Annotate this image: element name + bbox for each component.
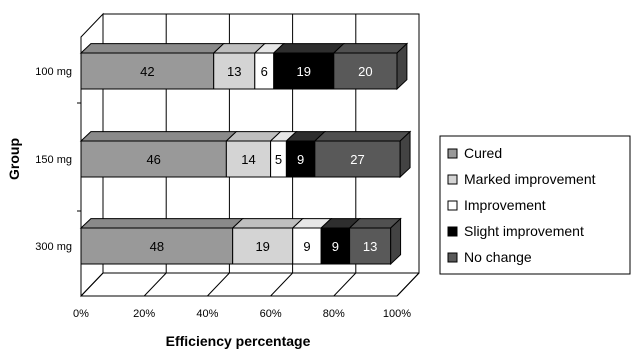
category-label: 300 mg	[35, 241, 72, 253]
data-label: 42	[140, 64, 154, 79]
bar-segment	[333, 52, 398, 90]
axes	[77, 37, 420, 297]
data-label: 19	[255, 239, 269, 254]
floor-edge	[396, 272, 420, 297]
y-axis-title: Group	[6, 138, 22, 180]
bar-segment-side	[390, 217, 402, 266]
data-label: 20	[358, 64, 372, 79]
data-label: 9	[332, 239, 339, 254]
legend-swatch	[447, 148, 458, 159]
x-tick-labels: 0% 20% 40% 60% 80% 100%	[73, 308, 411, 320]
bar-segment	[285, 140, 316, 178]
bar-segment-top	[313, 131, 412, 142]
data-label: 27	[350, 152, 364, 167]
bar-segment-top	[272, 43, 345, 54]
bar-group: 42 13 6 19 20	[79, 42, 409, 91]
x-tick-label: 20%	[133, 308, 155, 320]
data-label: 48	[150, 239, 164, 254]
legend: Cured Marked improvement Improvement Slight…	[439, 135, 631, 275]
bar-segment	[80, 227, 234, 265]
gridline-floor	[207, 272, 230, 297]
gridline-floor	[80, 272, 104, 297]
gridline-floor	[333, 272, 357, 297]
data-label: 6	[261, 64, 268, 79]
x-tick-label: 100%	[383, 308, 411, 320]
x-tick-label: 0%	[73, 308, 89, 320]
bar-segment	[213, 52, 256, 90]
legend-label: Marked improvement	[464, 171, 596, 187]
bar-segment	[225, 140, 272, 178]
x-tick-label: 40%	[196, 308, 218, 320]
data-label: 14	[241, 152, 255, 167]
bar-segment-top	[79, 131, 238, 142]
category-label: 150 mg	[35, 154, 72, 166]
bar-segment	[232, 227, 294, 265]
x-axis-title: Efficiency percentage	[166, 333, 311, 349]
legend-swatch	[447, 252, 458, 263]
bar-segment-top	[332, 43, 409, 54]
legend-swatch	[447, 174, 458, 185]
legend-label: Cured	[464, 145, 502, 161]
category-label: 100 mg	[35, 66, 72, 78]
bar-segment	[292, 227, 322, 265]
data-label: 9	[303, 239, 310, 254]
bar-segment-top	[79, 218, 244, 229]
data-label: 13	[227, 64, 241, 79]
gridline-floor	[143, 272, 167, 297]
legend-swatch	[447, 226, 458, 237]
data-label: 13	[363, 239, 377, 254]
data-label: 19	[297, 64, 311, 79]
legend-label: No change	[464, 249, 532, 265]
bar-segment	[314, 140, 401, 178]
data-label: 5	[275, 152, 282, 167]
bar-segment-top	[231, 218, 304, 229]
gridline-floor	[270, 272, 293, 297]
legend-box	[439, 135, 631, 275]
bar-segment-top	[79, 43, 225, 54]
data-label: 46	[146, 152, 160, 167]
data-label: 9	[297, 152, 304, 167]
legend-label: Slight improvement	[464, 223, 584, 239]
legend-label: Improvement	[464, 197, 546, 213]
bar-segment-side	[399, 130, 411, 179]
legend-swatch	[447, 200, 458, 211]
bar-segment-side	[396, 42, 408, 91]
bar-group: 48 19 9 9 13	[79, 217, 402, 266]
x-tick-label: 60%	[260, 308, 282, 320]
y-category-labels: 100 mg 150 mg 300 mg	[35, 66, 72, 253]
bar-group: 46 14 5 9 27	[79, 130, 412, 179]
x-tick-label: 80%	[323, 308, 345, 320]
